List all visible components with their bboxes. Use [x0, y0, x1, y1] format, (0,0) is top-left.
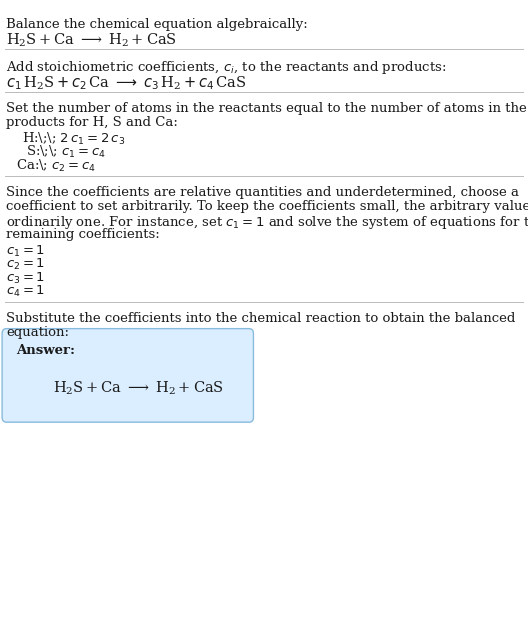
FancyBboxPatch shape: [2, 329, 253, 422]
Text: Add stoichiometric coefficients, $c_i$, to the reactants and products:: Add stoichiometric coefficients, $c_i$, …: [6, 59, 447, 76]
Text: ordinarily one. For instance, set $c_1 = 1$ and solve the system of equations fo: ordinarily one. For instance, set $c_1 =…: [6, 214, 528, 231]
Text: Set the number of atoms in the reactants equal to the number of atoms in the: Set the number of atoms in the reactants…: [6, 102, 527, 116]
Text: equation:: equation:: [6, 326, 69, 339]
Text: products for H, S and Ca:: products for H, S and Ca:: [6, 116, 178, 130]
Text: Substitute the coefficients into the chemical reaction to obtain the balanced: Substitute the coefficients into the che…: [6, 312, 516, 325]
Text: S:\;\; $c_1 = c_4$: S:\;\; $c_1 = c_4$: [26, 144, 106, 160]
Text: coefficient to set arbitrarily. To keep the coefficients small, the arbitrary va: coefficient to set arbitrarily. To keep …: [6, 200, 528, 213]
Text: $c_2 = 1$: $c_2 = 1$: [6, 257, 45, 272]
Text: Answer:: Answer:: [16, 344, 75, 358]
Text: $\mathregular{H_2S + Ca \;\longrightarrow\; H_2 + CaS}$: $\mathregular{H_2S + Ca \;\longrightarro…: [53, 379, 224, 397]
Text: $c_4 = 1$: $c_4 = 1$: [6, 284, 45, 299]
Text: remaining coefficients:: remaining coefficients:: [6, 228, 160, 241]
Text: $c_1\,\mathregular{H_2S} + c_2\,\mathregular{Ca} \;\longrightarrow\; c_3\,\mathr: $c_1\,\mathregular{H_2S} + c_2\,\mathreg…: [6, 75, 247, 92]
Text: Ca:\; $c_2 = c_4$: Ca:\; $c_2 = c_4$: [16, 158, 96, 174]
Text: H:\;\; $2\,c_1 = 2\,c_3$: H:\;\; $2\,c_1 = 2\,c_3$: [22, 131, 125, 147]
Text: $c_3 = 1$: $c_3 = 1$: [6, 270, 45, 286]
Text: Since the coefficients are relative quantities and underdetermined, choose a: Since the coefficients are relative quan…: [6, 186, 520, 199]
Text: $c_1 = 1$: $c_1 = 1$: [6, 244, 45, 259]
Text: $\mathregular{H_2S + Ca \;\longrightarrow\; H_2 + CaS}$: $\mathregular{H_2S + Ca \;\longrightarro…: [6, 32, 177, 49]
Text: Balance the chemical equation algebraically:: Balance the chemical equation algebraica…: [6, 18, 308, 31]
